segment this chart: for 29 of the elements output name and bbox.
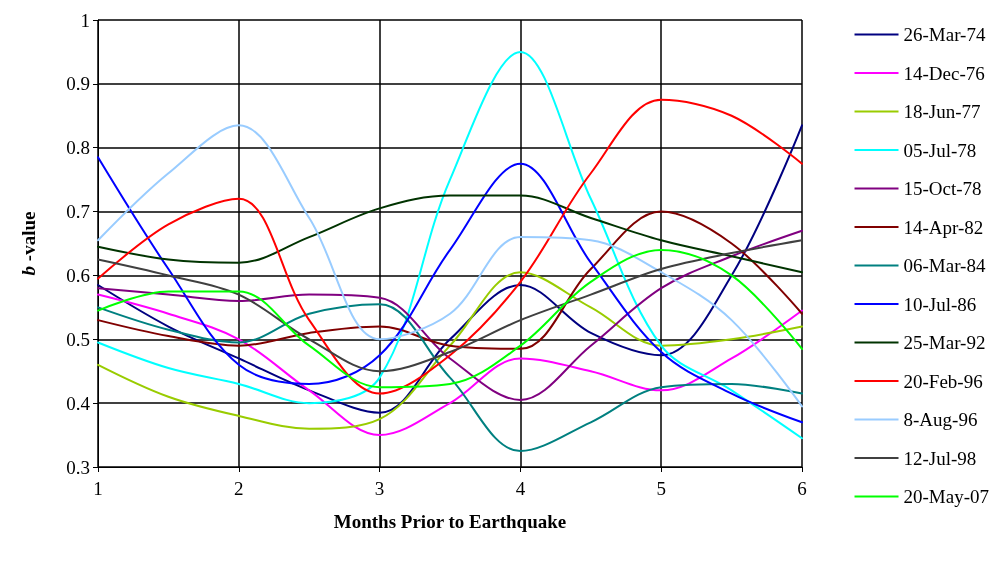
legend-label: 12-Jul-98 [903, 447, 977, 469]
y-tick-label: 0.4 [66, 392, 91, 414]
y-tick-label: 1 [80, 9, 90, 31]
x-tick-label: 5 [656, 478, 666, 499]
y-tick-label: 0.8 [66, 137, 90, 159]
legend-label: 15-Oct-78 [903, 178, 982, 199]
y-tick-label: 0.9 [66, 73, 90, 95]
y-tick-label: 0.6 [66, 264, 90, 286]
legend-label: 18-Jun-77 [903, 101, 981, 122]
legend-label: 25-Mar-92 [903, 332, 986, 353]
y-tick-label: 0.5 [66, 328, 90, 350]
legend-label: 10-Jul-86 [903, 293, 977, 315]
legend-label: 20-Feb-96 [903, 370, 983, 392]
x-axis-title: Months Prior to Earthquake [333, 511, 567, 532]
x-tick-label: 3 [374, 478, 385, 499]
y-tick-label: 0.7 [66, 201, 90, 223]
legend-label: 20-May-07 [903, 486, 989, 507]
legend-label: 14-Dec-76 [903, 62, 985, 84]
legend-label: 26-Mar-74 [903, 24, 986, 45]
x-tick-label: 6 [797, 478, 807, 499]
legend-label: 05-Jul-78 [903, 139, 977, 161]
x-tick-label: 1 [93, 478, 103, 499]
y-tick-label: 0.3 [66, 456, 90, 478]
legend-label: 8-Aug-96 [903, 409, 978, 430]
y-axis-title: b -value [18, 211, 39, 276]
x-tick-label: 4 [515, 478, 526, 499]
x-tick-label: 2 [234, 478, 244, 499]
legend-label: 14-Apr-82 [903, 216, 984, 238]
legend-label: 06-Mar-84 [903, 255, 986, 276]
